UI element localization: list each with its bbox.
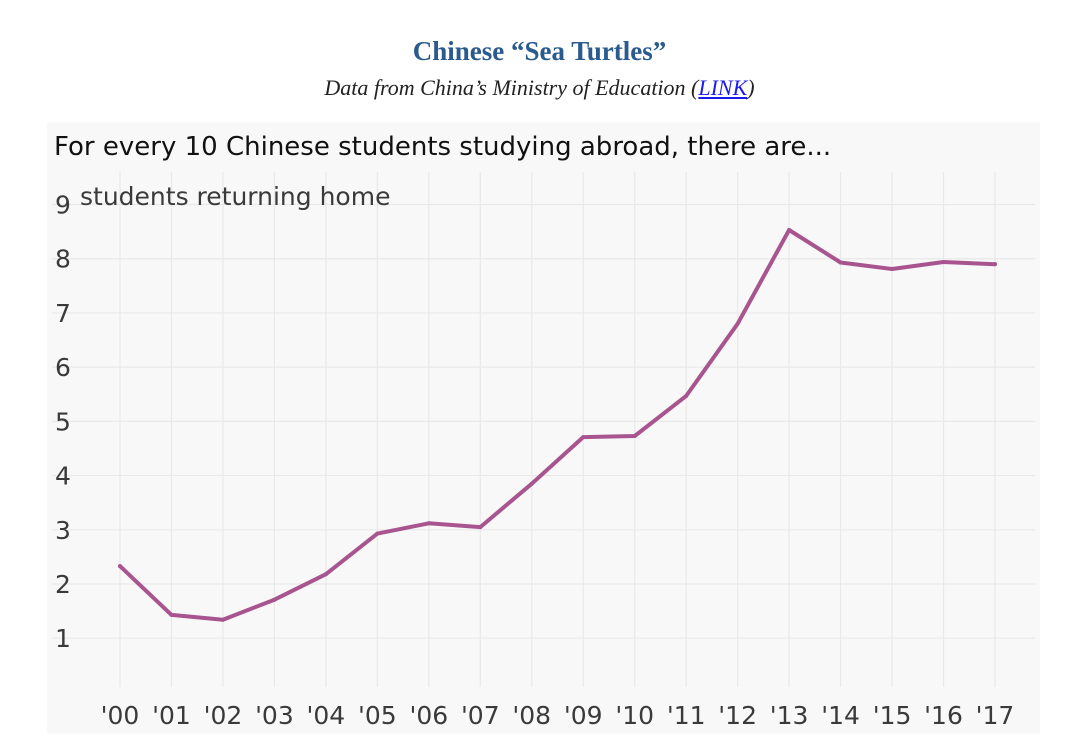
data-point [581,435,586,440]
y-tick-label: 7 [55,299,71,328]
data-point [684,393,689,398]
data-point [323,572,328,577]
subtitle-prefix: Data from China’s Ministry of Education … [324,75,699,100]
data-point [529,481,534,486]
x-axis-ticks: '00 '01 '02 '03 '04 '05 '06 '07 '08 '09 '10 '11 '12 '… [101,701,1015,730]
chart-panel: For every 10 Chinese students studying a… [47,122,1040,734]
chart-title: For every 10 Chinese students studying a… [54,132,831,162]
x-tick-label: '04 [307,701,346,730]
y-tick-label: 1 [55,624,71,653]
y-tick-label: 3 [55,516,71,545]
data-point [426,521,431,526]
x-tick-label: '07 [461,701,500,730]
y-tick-label: 5 [55,407,71,436]
data-point [220,617,225,622]
x-tick-label: '05 [358,701,397,730]
data-point [787,228,792,233]
series-line [118,228,997,622]
data-point [118,564,122,569]
x-tick-label: '15 [873,701,912,730]
y-tick-label: 6 [55,353,71,382]
x-tick-label: '11 [667,701,706,730]
x-tick-label: '01 [152,701,191,730]
x-tick-label: '02 [204,701,243,730]
data-point [838,260,843,265]
y-tick-label: 8 [55,245,71,274]
x-tick-label: '17 [976,701,1015,730]
y-tick-label: 9 [55,191,71,220]
data-point [272,597,277,602]
data-point [478,525,483,530]
page-subtitle: Data from China’s Ministry of Education … [0,75,1079,101]
subtitle-suffix: ) [747,75,755,100]
x-tick-label: '08 [512,701,551,730]
series-group [118,228,997,622]
data-point [735,321,740,326]
y-axis-ticks: 1 2 3 4 5 6 7 8 9 [55,191,71,654]
y-tick-label: 2 [55,570,71,599]
x-tick-label: '13 [770,701,809,730]
data-point [632,434,637,439]
data-point [169,612,174,617]
data-point [375,531,380,536]
x-tick-label: '12 [718,701,757,730]
x-tick-label: '09 [564,701,603,730]
data-point [890,267,895,272]
y-tick-label: 4 [55,462,71,491]
data-point [993,262,997,267]
page-title: Chinese “Sea Turtles” [412,36,667,66]
x-tick-label: '00 [101,701,140,730]
x-tick-label: '10 [615,701,654,730]
vertical-gridlines [119,172,996,687]
x-tick-label: '14 [821,701,860,730]
x-tick-label: '06 [409,701,448,730]
source-link[interactable]: LINK [698,75,748,100]
data-point [941,259,946,264]
y-axis-label: students returning home [80,182,390,211]
x-tick-label: '16 [924,701,963,730]
x-tick-label: '03 [255,701,294,730]
line-chart: For every 10 Chinese students studying a… [52,132,1035,730]
